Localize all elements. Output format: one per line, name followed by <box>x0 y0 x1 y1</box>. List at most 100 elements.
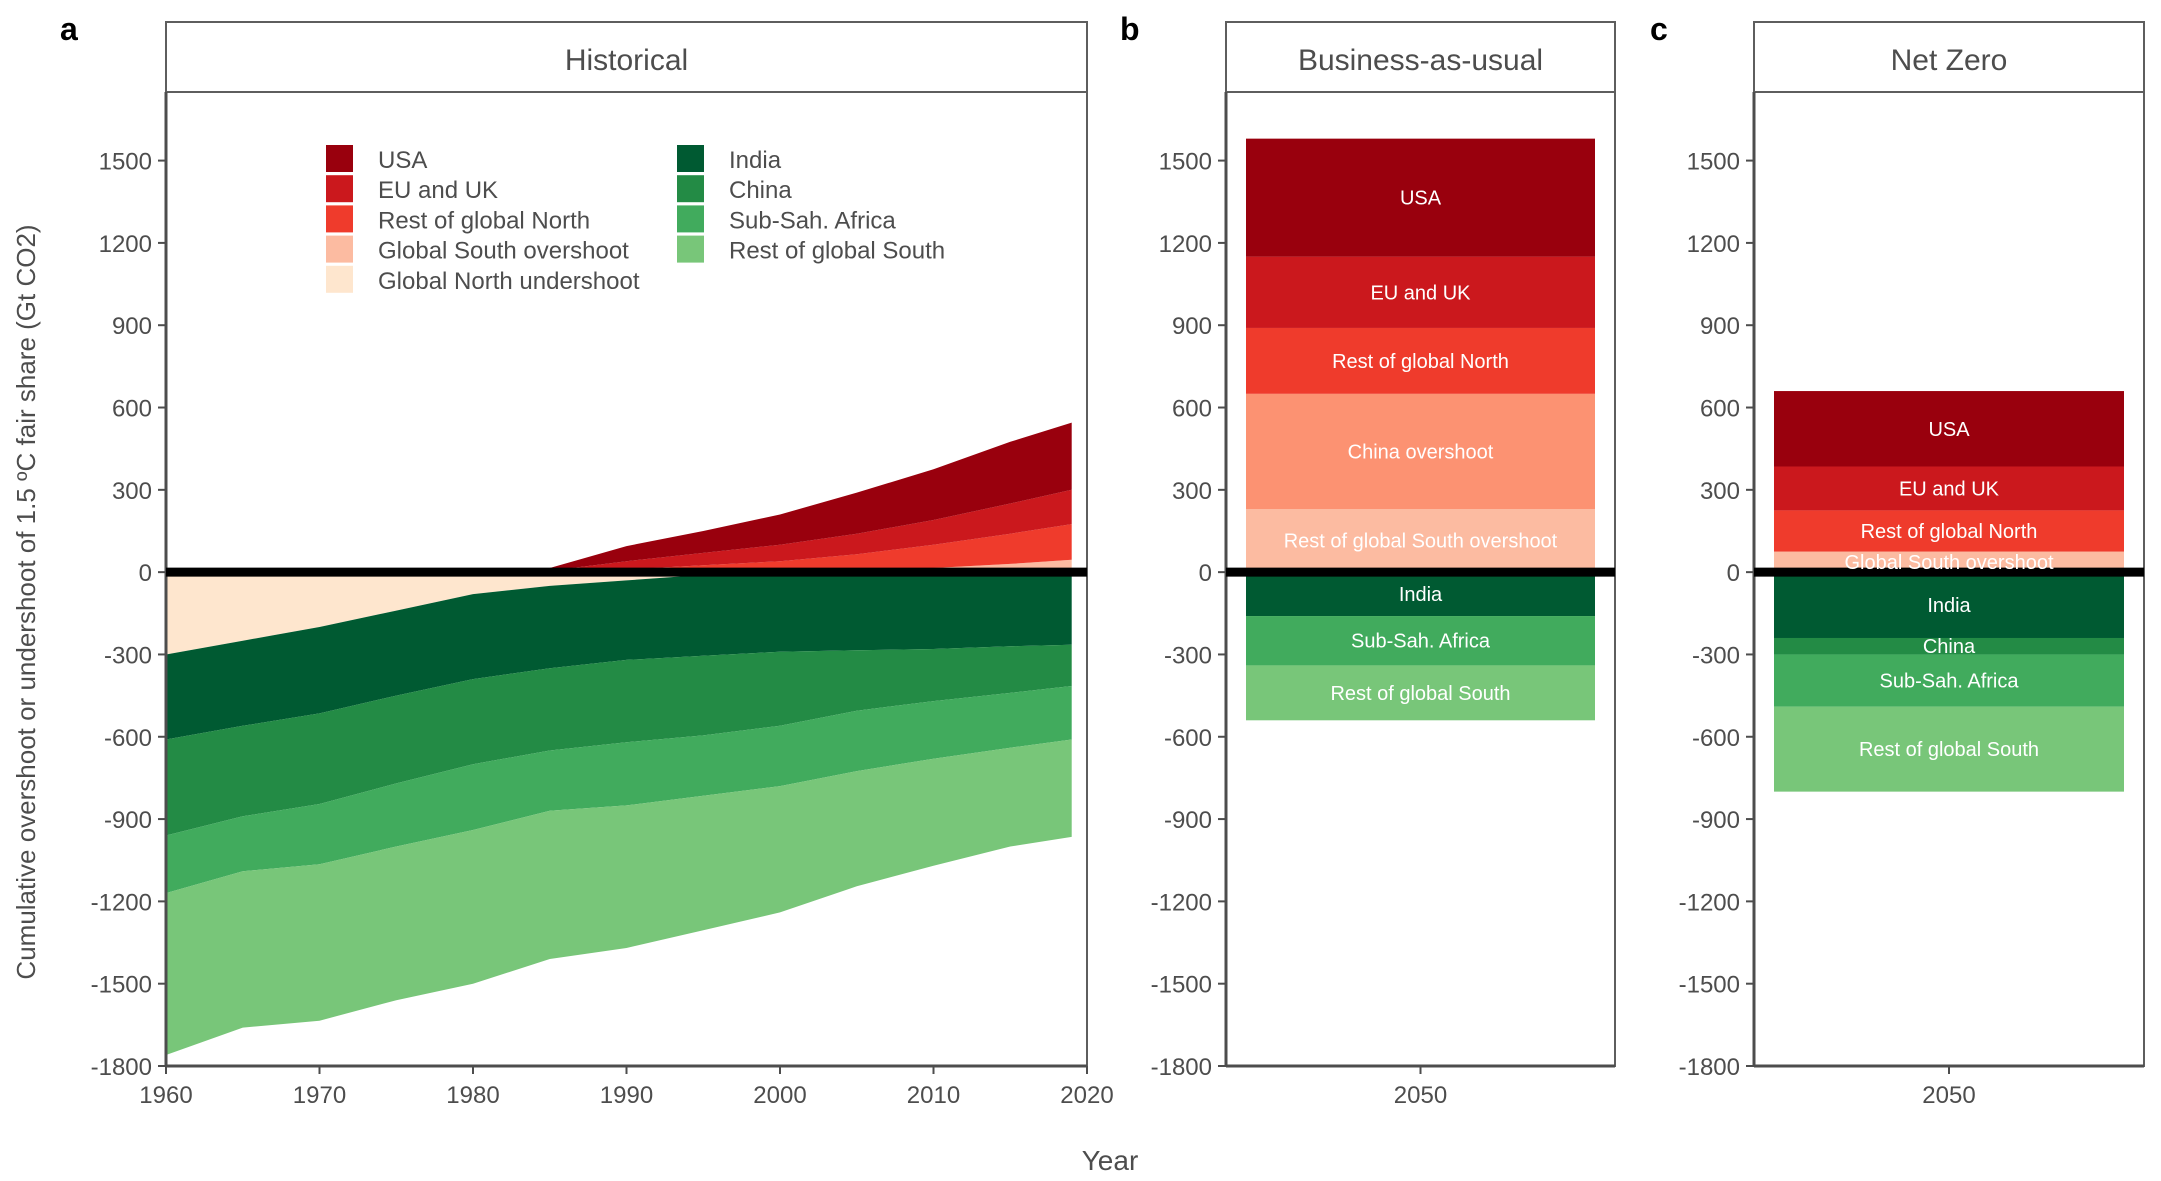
y-tick-label: 300 <box>112 478 152 505</box>
panel-strip <box>165 21 1088 93</box>
y-tick-label: 1200 <box>1159 231 1212 258</box>
panel-net-zero: c Net Zero 1500 1200 900 600 300 0 -300 -600 -900 -… <box>1650 11 2145 1109</box>
panel-letter: b <box>1120 11 1140 47</box>
bar-label-rest-of-global-south: Rest of global South <box>1330 683 1510 705</box>
y-tick-label: 300 <box>1172 478 1212 505</box>
bar-segment-eu-and-uk <box>1246 256 1595 328</box>
y-tick-label: 0 <box>1727 560 1740 587</box>
y-tick-label: 600 <box>1700 396 1740 423</box>
bar-label-rest-of-global-north: Rest of global North <box>1861 521 2038 543</box>
y-tick-label: -900 <box>1164 807 1212 834</box>
legend-swatch-eu-and-uk <box>326 175 353 203</box>
bar-label-india: India <box>1399 584 1443 606</box>
bar-segment-india <box>1774 572 2124 638</box>
panel-strip <box>1225 21 1616 93</box>
y-tick-label: -300 <box>104 642 152 669</box>
bar-label-usa: USA <box>1400 188 1442 210</box>
y-tick-label: -1200 <box>1151 889 1212 916</box>
y-tick-label: 1200 <box>1687 231 1740 258</box>
x-axis-title: Year <box>1082 1145 1139 1176</box>
y-tick-label: -1800 <box>91 1054 152 1081</box>
y-tick-label: -600 <box>1164 725 1212 752</box>
bar-segment-rest-of-global-south <box>1774 706 2124 792</box>
legend-label-eu-and-uk: EU and UK <box>378 177 498 204</box>
bar-segment-india <box>1246 572 1595 617</box>
bar-label-eu-and-uk: EU and UK <box>1370 282 1471 304</box>
panel-letter: c <box>1650 11 1668 47</box>
y-tick-label: 1500 <box>1159 149 1212 176</box>
bar-segment-rest-of-global-north <box>1246 327 1595 394</box>
bar-segment-china-overshoot <box>1246 393 1595 510</box>
x-tick-label: 1960 <box>139 1082 192 1109</box>
legend-swatch-rest-of-global-south <box>677 235 704 263</box>
y-tick-label: 0 <box>1199 560 1212 587</box>
y-tick-label: 900 <box>112 313 152 340</box>
bar-segment-rest-of-global-north <box>1774 510 2124 552</box>
panel-historical: a Historical 1500 1200 900 600 300 0 -300 -600 -90… <box>60 11 1114 1109</box>
bar-label-rest-of-global-north: Rest of global North <box>1332 351 1509 373</box>
y-tick-label: 300 <box>1700 478 1740 505</box>
bar-label-usa: USA <box>1928 419 1970 441</box>
panel-strip <box>1753 21 2145 93</box>
bar-segment-sub-sah-africa <box>1774 654 2124 707</box>
y-tick-label: -1800 <box>1151 1054 1212 1081</box>
area-rest-of-global-north <box>166 524 1072 573</box>
y-tick-label: -1800 <box>1679 1054 1740 1081</box>
y-axis-title: Cumulative overshoot or undershoot of 1.… <box>11 224 41 979</box>
legend-label-global-north-undershoot: Global North undershoot <box>378 268 640 295</box>
bar-label-sub-sah-africa: Sub-Sah. Africa <box>1351 631 1491 653</box>
bar-label-global-south-overshoot: Global South overshoot <box>1844 552 2053 574</box>
bar-label-rest-of-global-south: Rest of global South <box>1859 739 2039 761</box>
y-tick-label: -1200 <box>91 889 152 916</box>
area-china <box>166 644 1072 836</box>
bar-label-china: China <box>1923 636 1976 658</box>
bar-segment-usa <box>1774 391 2124 467</box>
y-tick-label: 1500 <box>1687 149 1740 176</box>
legend-label-usa: USA <box>378 147 427 174</box>
legend-swatch-usa <box>326 145 353 172</box>
bar-label-rest-of-global-south-overshoot: Rest of global South overshoot <box>1284 531 1558 553</box>
bar-label-sub-sah-africa: Sub-Sah. Africa <box>1880 671 2020 693</box>
area-eu-and-uk <box>166 489 1072 573</box>
y-tick-label: -600 <box>1692 725 1740 752</box>
y-tick-label: 900 <box>1700 313 1740 340</box>
legend-swatch-global-north-undershoot <box>326 265 353 293</box>
bar-segment-global-south-overshoot <box>1774 551 2124 573</box>
y-tick-label: -600 <box>104 725 152 752</box>
y-tick-label: 600 <box>1172 396 1212 423</box>
bar-layer <box>1246 138 1595 721</box>
y-tick-label: 1500 <box>99 149 152 176</box>
x-tick-label: 2020 <box>1060 1082 1113 1109</box>
x-tick-label: 2050 <box>1394 1082 1447 1109</box>
bar-segment-eu-and-uk <box>1774 466 2124 511</box>
bar-segment-usa <box>1246 138 1595 257</box>
bar-segment-sub-sah-africa <box>1246 616 1595 666</box>
area-layer <box>166 422 1072 1055</box>
legend-label-global-south-overshoot: Global South overshoot <box>378 238 629 265</box>
legend-label-rest-of-global-south: Rest of global South <box>729 238 945 265</box>
y-tick-label: -300 <box>1692 642 1740 669</box>
panel-title: Historical <box>565 44 688 77</box>
legend: USA EU and UK Rest of global North Global S… <box>326 145 945 295</box>
bar-segment-china <box>1774 637 2124 655</box>
area-usa <box>166 422 1072 573</box>
legend-swatch-india <box>677 145 704 172</box>
y-tick-label: -900 <box>104 807 152 834</box>
x-tick-label: 1970 <box>293 1082 346 1109</box>
y-tick-label: -1200 <box>1679 889 1740 916</box>
y-tick-label: 0 <box>139 560 152 587</box>
y-tick-label: 1200 <box>99 231 152 258</box>
panel-title: Business-as-usual <box>1298 44 1543 77</box>
y-tick-label: -900 <box>1692 807 1740 834</box>
panel-letter: a <box>60 11 78 47</box>
y-tick-label: 600 <box>112 396 152 423</box>
y-tick-label: 900 <box>1172 313 1212 340</box>
panel-business-as-usual: b Business-as-usual 1500 1200 900 600 300 0 -300… <box>1120 11 1616 1109</box>
y-tick-label: -1500 <box>1679 972 1740 999</box>
bar-segment-rest-of-global-south <box>1246 665 1595 721</box>
y-tick-label: -300 <box>1164 642 1212 669</box>
area-global-north-undershoot <box>166 572 1072 655</box>
x-tick-label: 2010 <box>907 1082 960 1109</box>
bar-label-eu-and-uk: EU and UK <box>1899 478 2000 500</box>
